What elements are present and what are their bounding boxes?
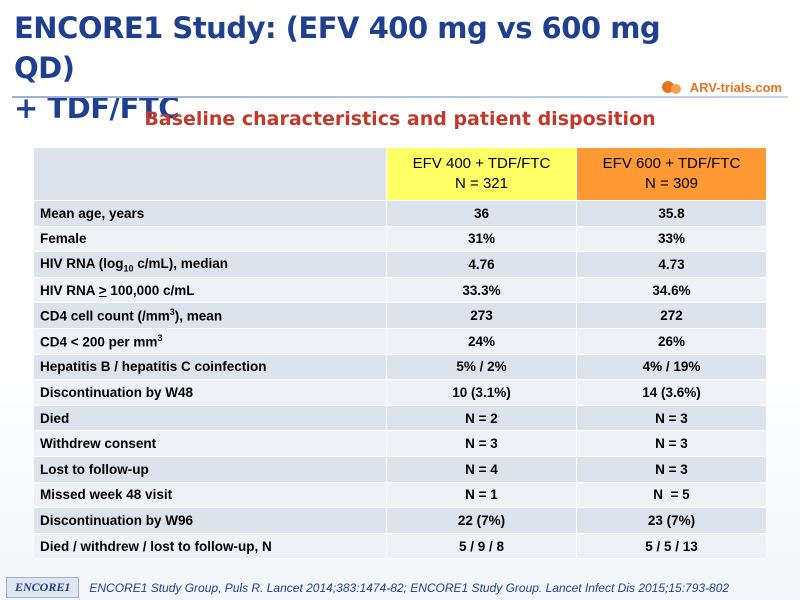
row-label: Withdrew consent <box>33 430 387 457</box>
cell-efv600: 4.73 <box>576 251 767 278</box>
table-row: CD4 < 200 per mm3 24% 26% <box>33 327 767 355</box>
slide-title-line1: ENCORE1 Study: (EFV 400 mg vs 600 mg QD) <box>14 11 661 85</box>
arv-trials-logo: ARV-trials.com <box>661 76 782 98</box>
cell-efv600: 23 (7%) <box>576 507 767 534</box>
row-label: CD4 cell count (/mm3), mean <box>33 302 387 329</box>
cell-efv600: N = 3 <box>576 455 767 483</box>
cell-efv400: 22 (7%) <box>386 507 577 534</box>
row-label: Died <box>33 404 387 432</box>
study-tag: ENCORE1 <box>6 577 80 598</box>
slide-title: ENCORE1 Study: (EFV 400 mg vs 600 mg QD)… <box>14 8 714 128</box>
row-label: Discontinuation by W96 <box>33 507 387 534</box>
arv-logo-icon <box>661 79 686 95</box>
row-label-part: HIV RNA (log <box>40 255 124 271</box>
row-label: Lost to follow-up <box>33 455 387 483</box>
row-label-part: ), mean <box>174 308 223 324</box>
header-efv400-n: N = 321 <box>455 175 508 192</box>
table-row: CD4 cell count (/mm3), mean 273 272 <box>33 302 767 329</box>
row-label: Missed week 48 visit <box>33 481 387 509</box>
row-label: HIV RNA (log10 c/mL), median <box>33 251 387 278</box>
row-label-part: 100,000 c/mL <box>106 282 195 298</box>
header-efv400: EFV 400 + TDF/FTC N = 321 <box>386 147 577 201</box>
cell-efv400: 273 <box>386 302 577 329</box>
cell-efv600: N = 3 <box>576 404 767 432</box>
cell-efv400: N = 2 <box>386 404 577 432</box>
header-efv600-arm: EFV 600 + TDF/FTC <box>602 155 741 172</box>
reference-text: ENCORE1 Study Group, Puls R. Lancet 2014… <box>89 580 730 595</box>
row-label: Died / withdrew / lost to follow-up, N <box>33 532 387 560</box>
row-label-superscript: 3 <box>169 307 175 318</box>
header-blank-cell <box>33 147 387 201</box>
cell-efv600: 14 (3.6%) <box>576 379 767 406</box>
cell-efv600: 272 <box>576 302 767 329</box>
table-row: Lost to follow-up N = 4 N = 3 <box>33 455 767 483</box>
title-divider <box>12 96 788 98</box>
row-label: CD4 < 200 per mm3 <box>33 327 387 355</box>
header-efv600-n: N = 309 <box>645 175 698 192</box>
row-label: Discontinuation by W48 <box>33 379 387 406</box>
cell-efv600: 34.6% <box>576 276 767 304</box>
table-row: HIV RNA (log10 c/mL), median 4.76 4.73 <box>33 251 767 278</box>
table-row: Withdrew consent N = 3 N = 3 <box>33 430 767 457</box>
row-label-subscript: 10 <box>123 263 134 274</box>
cell-efv400: 4.76 <box>386 251 577 278</box>
table-row: Died N = 2 N = 3 <box>33 404 767 432</box>
row-label: Mean age, years <box>33 200 387 227</box>
slide-subtitle: Baseline characteristics and patient dis… <box>144 108 656 130</box>
table-row: Died / withdrew / lost to follow-up, N 5… <box>33 532 767 560</box>
row-label: Female <box>33 225 387 253</box>
cell-efv400: N = 3 <box>386 430 577 457</box>
cell-efv400: N = 4 <box>386 455 577 483</box>
row-label: Hepatitis B / hepatitis C coinfection <box>33 353 387 381</box>
row-label-part: c/mL), median <box>133 255 229 271</box>
cell-efv600: 33% <box>576 225 767 253</box>
cell-efv400: N = 1 <box>386 481 577 509</box>
footer: ENCORE1 ENCORE1 Study Group, Puls R. Lan… <box>0 575 800 600</box>
header-efv600: EFV 600 + TDF/FTC N = 309 <box>576 147 767 201</box>
table-row: Female 31% 33% <box>33 225 767 253</box>
row-label-part: CD4 cell count (/mm <box>40 308 170 324</box>
table-row: Mean age, years 36 35.8 <box>33 200 767 227</box>
row-label-part: CD4 < 200 per mm <box>40 334 158 350</box>
cell-efv600: 35.8 <box>576 200 767 227</box>
cell-efv400: 5% / 2% <box>386 353 577 381</box>
header-efv400-arm: EFV 400 + TDF/FTC <box>412 155 551 172</box>
table-row: HIV RNA > 100,000 c/mL 33.3% 34.6% <box>33 276 767 304</box>
cell-efv400: 36 <box>386 200 577 227</box>
cell-efv600: N = 5 <box>576 481 767 509</box>
cell-efv600: 4% / 19% <box>576 353 767 381</box>
row-label-superscript: 3 <box>157 333 163 344</box>
row-label: HIV RNA > 100,000 c/mL <box>33 276 387 304</box>
table-row: Discontinuation by W48 10 (3.1%) 14 (3.6… <box>33 379 767 406</box>
cell-efv400: 31% <box>386 225 577 253</box>
cell-efv600: 26% <box>576 327 767 355</box>
table-row: Discontinuation by W96 22 (7%) 23 (7%) <box>33 507 767 534</box>
cell-efv400: 5 / 9 / 8 <box>386 532 577 560</box>
baseline-table: EFV 400 + TDF/FTC N = 321 EFV 600 + TDF/… <box>33 147 767 560</box>
table-row: Hepatitis B / hepatitis C coinfection 5%… <box>33 353 767 381</box>
cell-efv400: 33.3% <box>386 276 577 304</box>
cell-efv600: 5 / 5 / 13 <box>576 532 767 560</box>
cell-efv600: N = 3 <box>576 430 767 457</box>
cell-efv400: 10 (3.1%) <box>386 379 577 406</box>
logo-text: ARV-trials.com <box>689 79 782 95</box>
cell-efv400: 24% <box>386 327 577 355</box>
table-row: Missed week 48 visit N = 1 N = 5 <box>33 481 767 509</box>
row-label-part: HIV RNA <box>40 282 99 298</box>
row-label-geq: > <box>98 282 107 298</box>
